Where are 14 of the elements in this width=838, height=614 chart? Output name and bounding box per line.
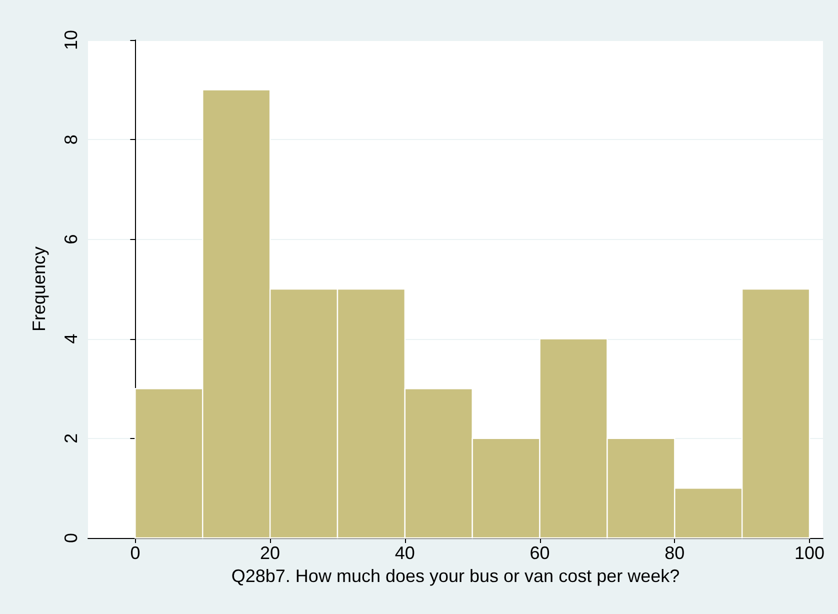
y-tick-label: 8 bbox=[61, 134, 81, 145]
y-axis-title: Frequency bbox=[29, 246, 49, 332]
y-tick-label: 0 bbox=[61, 532, 81, 544]
y-tick-label: 10 bbox=[61, 30, 81, 50]
x-tick-label: 40 bbox=[394, 543, 415, 563]
x-axis-title: Q28b7. How much does your bus or van cost per week? bbox=[231, 566, 680, 586]
y-tick-label: 2 bbox=[61, 433, 81, 444]
x-tick-label: 20 bbox=[260, 543, 280, 563]
x-tick-label: 60 bbox=[530, 543, 550, 563]
x-tick-label: 0 bbox=[130, 543, 140, 563]
y-tick-label: 4 bbox=[61, 334, 81, 344]
x-tick-label: 80 bbox=[664, 543, 685, 563]
y-tick-label: 6 bbox=[61, 234, 81, 244]
x-tick-label: 100 bbox=[794, 543, 825, 563]
